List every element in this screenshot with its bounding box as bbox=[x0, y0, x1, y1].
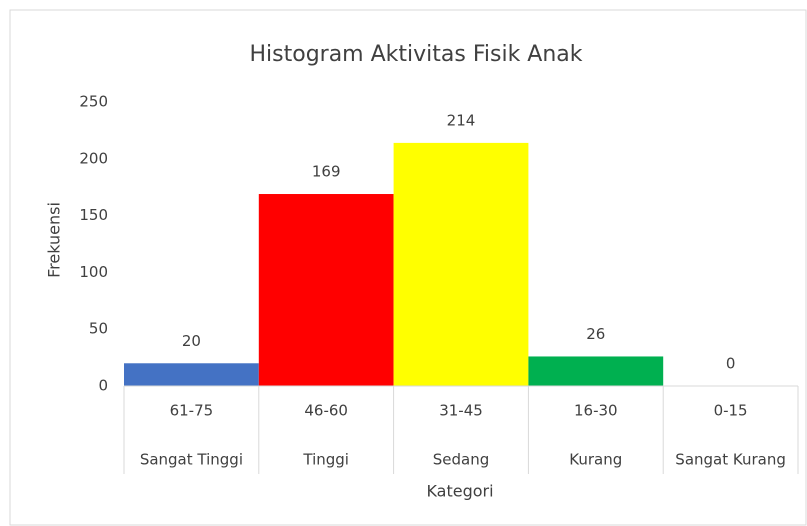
bar bbox=[528, 356, 664, 386]
x-group-label: Kurang bbox=[569, 451, 622, 469]
y-tick-label: 100 bbox=[79, 263, 108, 281]
x-group-label: Sangat Kurang bbox=[675, 451, 786, 469]
bar bbox=[393, 142, 529, 386]
y-axis-title: Frekuensi bbox=[45, 202, 64, 278]
y-tick-label: 0 bbox=[98, 377, 108, 395]
data-label: 169 bbox=[312, 163, 341, 181]
x-axis-title: Kategori bbox=[426, 482, 493, 501]
x-tick-label: 0-15 bbox=[714, 402, 748, 420]
chart-title: Histogram Aktivitas Fisik Anak bbox=[249, 42, 582, 67]
x-group-label: Tinggi bbox=[302, 451, 349, 469]
bar bbox=[258, 194, 394, 386]
x-tick-label: 16-30 bbox=[574, 402, 618, 420]
x-tick-label: 46-60 bbox=[304, 402, 348, 420]
y-tick-label: 50 bbox=[89, 320, 108, 338]
data-label: 20 bbox=[182, 332, 201, 350]
data-label: 0 bbox=[726, 355, 736, 373]
y-tick-label: 150 bbox=[79, 206, 108, 224]
data-label: 26 bbox=[586, 325, 605, 343]
bar bbox=[124, 363, 259, 386]
x-group-label: Sangat Tinggi bbox=[140, 451, 243, 469]
y-tick-label: 200 bbox=[79, 149, 108, 167]
x-tick-label: 61-75 bbox=[170, 402, 214, 420]
data-label: 214 bbox=[447, 111, 476, 129]
y-tick-label: 250 bbox=[79, 93, 108, 111]
x-tick-label: 31-45 bbox=[439, 402, 483, 420]
x-group-label: Sedang bbox=[433, 451, 490, 469]
